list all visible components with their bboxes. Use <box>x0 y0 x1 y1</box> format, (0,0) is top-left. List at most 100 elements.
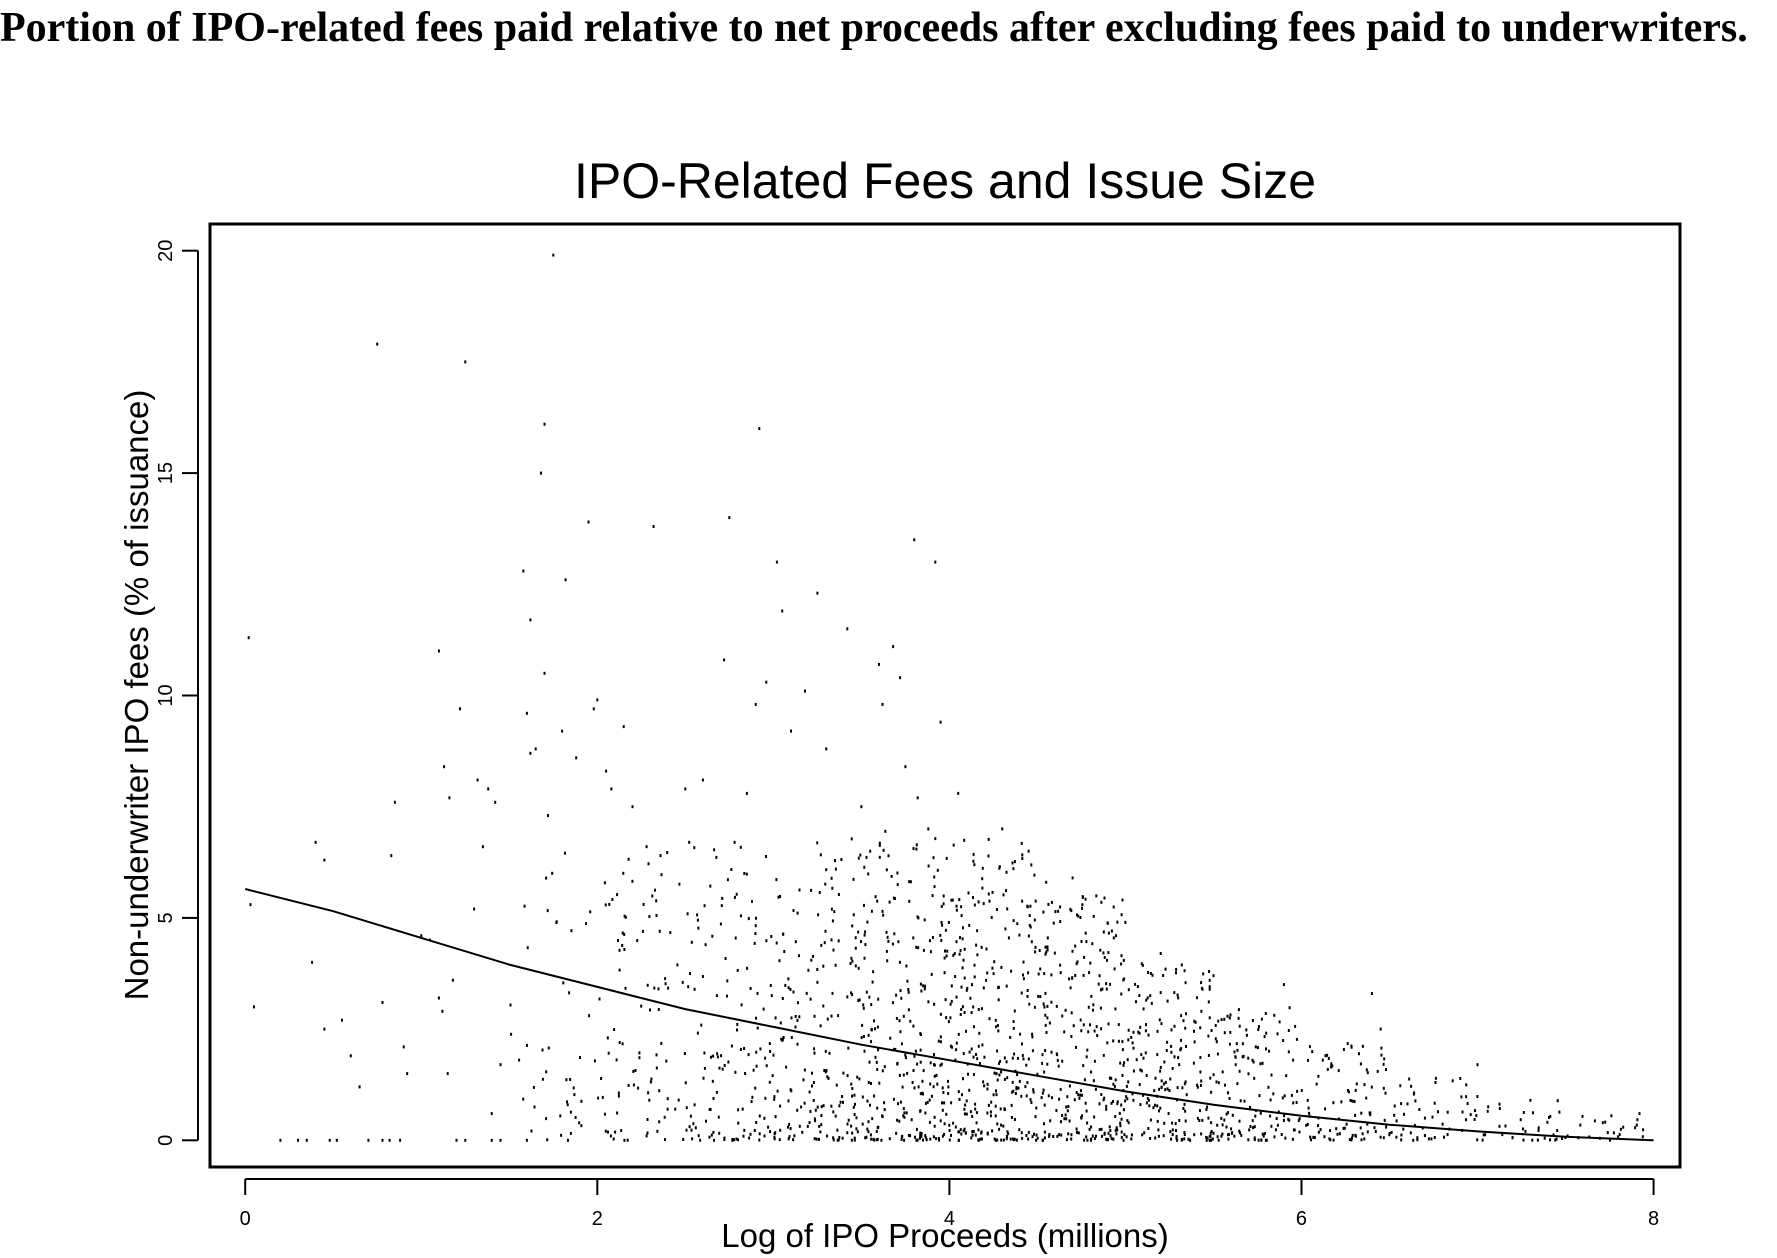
data-point <box>1342 1048 1345 1051</box>
data-point <box>1409 1131 1412 1135</box>
data-point <box>972 1005 975 1009</box>
data-point <box>1073 1098 1076 1102</box>
data-point <box>973 903 976 907</box>
data-point <box>1050 973 1053 977</box>
data-point <box>840 858 843 861</box>
data-point <box>908 880 911 884</box>
data-point <box>1270 1073 1273 1077</box>
data-point <box>1402 1127 1405 1131</box>
data-point <box>1147 1098 1150 1102</box>
data-point <box>518 1058 521 1062</box>
data-point <box>683 1052 686 1055</box>
data-point <box>464 1138 467 1142</box>
data-point <box>1021 1042 1023 1046</box>
data-point <box>1206 1105 1209 1109</box>
data-point <box>1403 1112 1405 1116</box>
data-point <box>1300 1089 1303 1092</box>
data-point <box>1033 918 1036 922</box>
data-point <box>687 985 690 989</box>
data-point <box>953 952 956 956</box>
data-point <box>793 1134 796 1138</box>
data-point <box>838 1104 841 1108</box>
data-point <box>1036 1072 1039 1076</box>
data-point <box>1260 1017 1263 1021</box>
data-point <box>402 1045 405 1049</box>
data-point <box>1116 920 1119 924</box>
data-point <box>787 1137 790 1141</box>
data-point <box>1043 972 1046 976</box>
data-point <box>1156 1119 1159 1123</box>
data-point <box>1183 1082 1186 1086</box>
data-point <box>1112 1082 1115 1086</box>
data-point <box>999 1059 1002 1063</box>
data-point <box>1048 1133 1051 1136</box>
data-point <box>618 968 621 972</box>
data-point <box>1159 1065 1162 1069</box>
data-point <box>813 1051 816 1055</box>
data-point <box>580 1099 583 1103</box>
data-point <box>962 1052 965 1055</box>
data-point <box>1145 1101 1148 1105</box>
data-point <box>1107 931 1110 935</box>
data-point <box>1087 1005 1090 1009</box>
data-point <box>1046 948 1049 952</box>
data-point <box>1031 1135 1034 1139</box>
data-point <box>1321 1058 1324 1062</box>
data-point <box>1162 1082 1165 1086</box>
data-point <box>1145 998 1148 1002</box>
data-point <box>904 1053 907 1057</box>
data-point <box>1031 1035 1034 1039</box>
data-point <box>696 1031 699 1035</box>
data-point <box>1140 1053 1143 1057</box>
data-point <box>831 886 834 890</box>
data-point <box>1349 1098 1352 1102</box>
data-point <box>1408 1077 1411 1081</box>
data-point <box>1511 1136 1514 1140</box>
data-point <box>1165 1049 1168 1052</box>
data-point <box>716 1052 719 1056</box>
data-point <box>1136 985 1139 989</box>
data-point <box>1119 1121 1122 1125</box>
data-point <box>1090 1125 1092 1129</box>
data-point <box>796 911 799 915</box>
data-point <box>1159 1069 1162 1073</box>
data-point <box>972 859 975 863</box>
data-point <box>1029 904 1032 908</box>
data-point <box>931 936 934 939</box>
data-point <box>1020 1131 1023 1135</box>
data-point <box>960 1008 963 1011</box>
data-point <box>1099 948 1102 952</box>
data-point <box>1270 1124 1273 1128</box>
data-point <box>1327 1056 1330 1060</box>
data-point <box>1057 1064 1060 1068</box>
data-point <box>967 1072 969 1076</box>
data-point <box>1227 1111 1230 1115</box>
data-point <box>1121 1073 1124 1077</box>
data-point <box>943 1101 946 1105</box>
data-point <box>1182 1107 1185 1110</box>
data-point <box>545 1070 548 1074</box>
data-point <box>1217 1019 1220 1023</box>
data-point <box>898 1119 901 1123</box>
data-point <box>986 971 989 975</box>
data-point <box>903 1138 906 1142</box>
x-tick-label: 8 <box>1648 1208 1659 1230</box>
data-point <box>941 1134 944 1138</box>
data-point <box>897 1102 899 1106</box>
data-point <box>880 1138 883 1142</box>
data-point <box>1164 1088 1167 1092</box>
data-point <box>1081 903 1084 907</box>
data-point <box>358 1085 361 1089</box>
data-point <box>885 949 888 953</box>
data-point <box>1606 1131 1609 1135</box>
data-point <box>1635 1123 1638 1127</box>
data-point <box>769 1130 771 1134</box>
data-point <box>1149 994 1152 998</box>
data-point <box>1105 1137 1108 1141</box>
data-point <box>765 855 767 858</box>
data-point <box>1382 1136 1385 1140</box>
data-point <box>1522 1138 1525 1142</box>
data-point <box>962 926 964 930</box>
data-point <box>1350 1138 1353 1142</box>
data-point <box>1147 971 1150 974</box>
